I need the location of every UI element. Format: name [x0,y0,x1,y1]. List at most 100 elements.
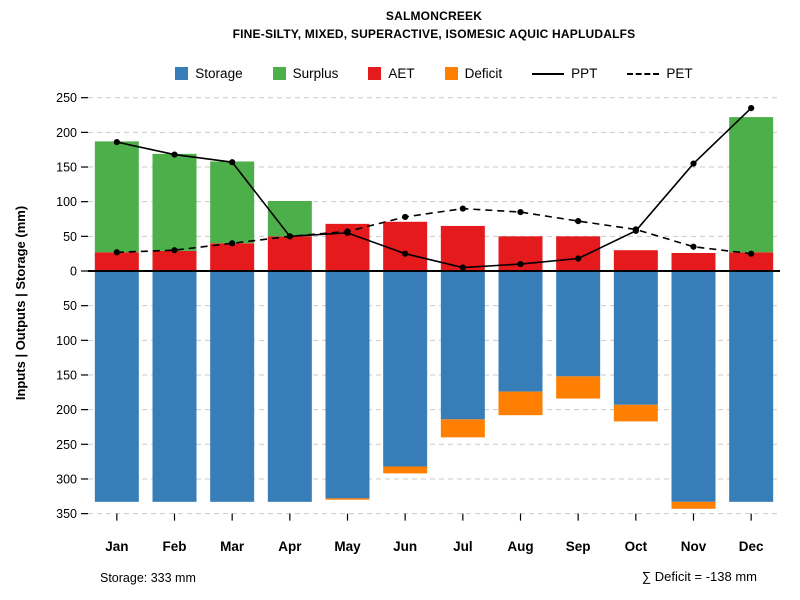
chart-plot-area: 0 50 100 150 200 250 50 100 150 200 250 300 350 Jan Fe… [56,91,780,554]
ppt-point-dec [748,104,755,112]
pet-point-sep [575,217,582,225]
pet-line-sample [627,72,660,75]
ppt-point-aug [517,260,524,268]
bar-aet-apr [267,236,312,271]
x-tick-label-aug: Aug [507,539,533,554]
ppt-point-feb [171,151,178,158]
bar-aet-dec [729,252,774,271]
bar-deficit-aug [498,391,543,416]
x-tick-label-oct: Oct [625,539,648,554]
bar-storage-nov [671,271,716,502]
pet-point-jul [459,205,466,212]
bar-storage-oct [613,271,658,405]
legend-item-surplus: Surplus [272,66,339,81]
surplus-swatch [272,67,286,80]
y-tick-label: 0 [70,265,77,279]
ppt-line [116,107,752,269]
pet-line [116,207,752,255]
x-tick-label-mar: Mar [220,539,245,554]
y-tick-label: 50 [63,230,77,244]
chart-legend: Storage Surplus AET Deficit PPT PET [88,66,780,81]
pet-point-jun [402,213,409,221]
chart-subtitle: FINE-SILTY, MIXED, SUPERACTIVE, ISOMESIC… [232,27,636,41]
y-tick-label: 200 [56,403,77,417]
bar-storage-may [325,271,370,499]
pet-point-aug [517,208,524,216]
y-axis-label: Inputs | Outputs | Storage (mm) [13,206,28,400]
bar-aet-mar [210,243,255,271]
deficit-sum-note: ∑ Deficit = -138 mm [641,569,757,584]
y-tick-label: 250 [56,91,77,105]
legend-label-surplus: Surplus [292,66,339,81]
ppt-point-sep [575,255,582,262]
bar-aet-nov [671,252,716,271]
legend-label-ppt: PPT [571,66,598,81]
y-tick-label: 200 [56,126,77,140]
ppt-point-jan [113,138,120,146]
bar-surplus-dec [729,117,774,253]
bar-storage-sep [556,271,601,377]
bar-aet-jan [94,252,139,271]
y-tick-label: 50 [63,299,77,313]
pet-point-apr [286,233,293,240]
bar-surplus-feb [152,153,197,251]
legend-label-pet: PET [666,66,693,81]
legend-item-ppt: PPT [532,66,597,81]
bar-storage-jul [440,271,485,420]
bar-deficit-sep [556,376,601,399]
pet-point-feb [171,247,178,254]
x-tick-label-dec: Dec [739,539,764,554]
pet-point-nov [690,243,697,250]
x-tick-label-nov: Nov [681,539,707,554]
bar-deficit-jul [440,419,485,438]
bar-storage-jun [383,271,428,467]
x-tick-label-jun: Jun [393,539,417,554]
bar-deficit-nov [671,501,716,509]
pet-point-oct [632,226,639,233]
bar-storage-dec [729,271,774,502]
y-tick-label: 150 [56,161,77,175]
bar-storage-jan [94,271,139,502]
ppt-line-sample [532,72,565,75]
aet-swatch [368,67,382,80]
pet-point-mar [229,240,236,247]
bar-surplus-jan [94,141,139,253]
legend-label-aet: AET [388,66,415,81]
bar-aet-jun [383,221,428,271]
y-tick-label: 250 [56,438,77,452]
ppt-point-jul [459,264,466,271]
legend-item-aet: AET [368,66,415,81]
bar-deficit-may [325,498,370,500]
ppt-point-jun [402,250,409,257]
y-tick-label: 350 [56,507,77,521]
bar-storage-mar [210,271,255,502]
ppt-point-nov [690,160,697,167]
pet-point-jan [113,249,120,256]
x-tick-label-jan: Jan [105,539,128,554]
bar-aet-sep [556,236,601,271]
bar-deficit-jun [383,466,428,474]
chart-header: SALMONCREEK FINE-SILTY, MIXED, SUPERACTI… [68,9,800,41]
x-tick-label-jul: Jul [453,539,473,554]
legend-item-deficit: Deficit [444,66,503,81]
y-tick-label: 300 [56,472,77,486]
x-tick-label-may: May [334,539,361,554]
pet-point-may [344,228,351,235]
legend-item-pet: PET [627,66,693,81]
deficit-swatch [444,67,458,80]
pet-point-dec [748,250,755,257]
storage-note: Storage: 333 mm [100,571,196,585]
bar-surplus-apr [267,200,312,237]
x-tick-label-sep: Sep [566,539,591,554]
legend-label-deficit: Deficit [464,66,503,81]
bar-storage-apr [267,271,312,502]
bar-storage-feb [152,271,197,502]
chart-title: SALMONCREEK [385,9,483,23]
storage-swatch [175,67,189,80]
legend-label-storage: Storage [195,66,243,81]
y-tick-label: 100 [56,334,77,348]
bar-aet-feb [152,250,197,271]
x-tick-label-apr: Apr [278,539,302,554]
